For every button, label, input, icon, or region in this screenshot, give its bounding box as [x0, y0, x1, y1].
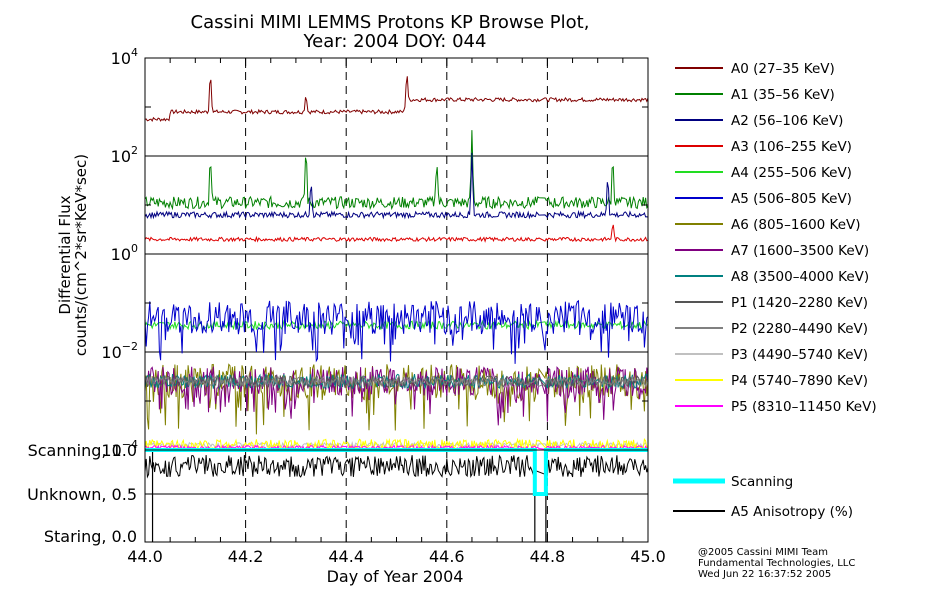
legend-label: A5 (506–805 KeV): [731, 191, 852, 207]
chart-title: Cassini MIMI LEMMS Protons KP Browse Plo…: [191, 12, 590, 33]
y-axis-label-line2: counts/(cm^2*sr*KeV*sec): [72, 154, 90, 356]
legend-label: A7 (1600–3500 KeV): [731, 243, 869, 259]
legend-label: A2 (56–106 KeV): [731, 113, 843, 129]
series-line-5: [144, 299, 649, 364]
x-tick-label: 44.0: [127, 547, 163, 566]
series-line-7: [144, 366, 649, 426]
lower-panel-label: Unknown, 0.5: [27, 485, 137, 504]
legend-label: P1 (1420–2280 KeV): [731, 295, 868, 311]
footer-copyright: @2005 Cassini MIMI Team: [698, 547, 828, 558]
legend-label: A4 (255–506 KeV): [731, 165, 852, 181]
legend: A0 (27–35 KeV) A1 (35–56 KeV) A2 (56–106 K…: [673, 61, 877, 520]
legend-label: A1 (35–56 KeV): [731, 87, 835, 103]
legend-label: A5 Anisotropy (%): [731, 504, 853, 520]
legend-label: A3 (106–255 KeV): [731, 139, 852, 155]
lower-panel-label: Staring, 0.0: [44, 527, 137, 546]
series-layer: [144, 76, 649, 452]
series-line-9: [144, 373, 649, 389]
series-line-2: [144, 152, 649, 220]
footer-company: Fundamental Technologies, LLC: [698, 558, 855, 569]
y-tick-label: 102: [111, 144, 138, 166]
chart-subtitle: Year: 2004 DOY: 044: [303, 31, 487, 52]
anisotropy-line: [144, 454, 649, 479]
y-tick-label: 100: [111, 242, 138, 264]
x-tick-label: 44.4: [328, 547, 364, 566]
series-line-10: [144, 374, 649, 389]
y-tick-label: 10−2: [101, 340, 138, 362]
x-tick-label: 44.2: [228, 547, 264, 566]
y-tick-label: 10−4: [101, 438, 138, 460]
legend-label: A8 (3500–4000 KeV): [731, 269, 869, 285]
x-axis-label: Day of Year 2004: [327, 567, 464, 586]
tick-labels: 44.0 44.2 44.4 44.6 44.8 45.0 104 102 100 10−2 10−…: [27, 46, 666, 566]
legend-label: P3 (4490–5740 KeV): [731, 347, 868, 363]
x-tick-label: 44.6: [429, 547, 465, 566]
legend-label: A0 (27–35 KeV): [731, 61, 835, 77]
series-line-0: [144, 76, 649, 122]
series-line-12: [144, 437, 649, 452]
legend-label: P2 (2280–4490 KeV): [731, 321, 868, 337]
x-tick-label: 45.0: [630, 547, 666, 566]
lower-panel-label: Scanning, 1.0: [28, 441, 137, 460]
y-tick-label: 104: [111, 46, 138, 68]
series-line-3: [144, 224, 649, 243]
legend-label: P5 (8310–11450 KeV): [731, 399, 877, 415]
axes-layer: [144, 57, 649, 543]
legend-label: P4 (5740–7890 KeV): [731, 373, 868, 389]
x-tick-label: 44.8: [530, 547, 566, 566]
legend-label: Scanning: [731, 474, 793, 490]
legend-label: A6 (805–1600 KeV): [731, 217, 861, 233]
grid-layer: [145, 58, 648, 542]
series-line-1: [144, 130, 649, 211]
footer-timestamp: Wed Jun 22 16:37:52 2005: [698, 569, 831, 580]
y-axis-label-line1: Differential Flux: [56, 195, 74, 314]
lower-panel-layer: [144, 448, 649, 542]
